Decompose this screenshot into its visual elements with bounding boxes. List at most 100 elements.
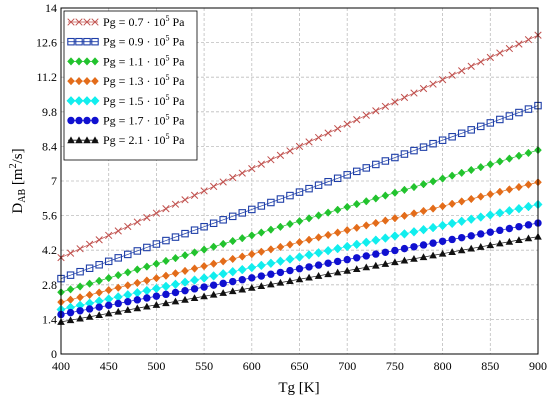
- data-point: [314, 211, 323, 220]
- data-point: [152, 209, 161, 217]
- data-point: [104, 285, 113, 295]
- x-tick-label: 600: [243, 359, 261, 373]
- series-pg-1-3: [57, 178, 542, 307]
- data-point: [391, 214, 399, 223]
- data-point: [343, 202, 352, 212]
- x-tick-label: 750: [386, 359, 404, 373]
- data-point: [324, 177, 332, 186]
- legend: Pg = 0.7 · 105 Pa Pg = 0.9 · 105 Pa Pg = 1…: [63, 10, 198, 161]
- data-point: [171, 269, 180, 278]
- y-tick-labels: 0 1.4 2.8 4.2 5.6 7 8.4 9.8 11.2 12.6 14: [36, 1, 57, 361]
- x-tick-label: 800: [434, 359, 452, 373]
- data-point: [276, 222, 285, 232]
- data-point: [429, 204, 437, 213]
- data-point: [95, 303, 103, 311]
- data-point: [67, 116, 75, 125]
- data-point: [124, 250, 132, 259]
- data-point: [238, 285, 247, 293]
- data-point: [209, 242, 218, 251]
- data-point: [467, 62, 475, 70]
- data-point: [199, 273, 209, 283]
- y-tick-label: 0: [51, 347, 57, 361]
- data-point: [123, 268, 132, 277]
- data-point: [400, 244, 409, 253]
- data-point: [218, 269, 228, 279]
- data-point: [66, 96, 76, 106]
- data-point: [219, 216, 227, 224]
- data-point: [467, 244, 476, 252]
- data-point: [486, 241, 495, 249]
- data-point: [410, 254, 418, 262]
- data-point: [447, 218, 457, 229]
- data-point: [305, 138, 313, 146]
- data-point: [190, 264, 199, 273]
- data-point: [524, 35, 533, 44]
- data-point: [352, 265, 361, 273]
- data-point: [410, 209, 418, 218]
- series-pg-2-1: [57, 232, 542, 325]
- data-point: [524, 234, 533, 242]
- data-point: [285, 254, 295, 264]
- data-point: [295, 216, 304, 226]
- data-point: [229, 173, 237, 182]
- data-point: [419, 143, 428, 151]
- data-point: [515, 151, 523, 160]
- data-point: [314, 233, 323, 242]
- data-point: [515, 236, 523, 244]
- data-point: [95, 261, 103, 269]
- data-point: [66, 271, 75, 279]
- data-point: [267, 225, 275, 234]
- data-point: [257, 160, 265, 168]
- data-point: [458, 67, 466, 75]
- data-point: [85, 312, 94, 320]
- data-point: [410, 243, 418, 251]
- data-point: [305, 235, 313, 244]
- data-point: [133, 304, 142, 312]
- data-point: [343, 266, 351, 274]
- data-point: [448, 248, 456, 255]
- data-point: [91, 116, 99, 125]
- data-point: [267, 156, 275, 164]
- legend-entry: Pg = 0.9 · 105 Pa: [67, 34, 185, 49]
- data-point: [66, 308, 75, 317]
- data-point: [400, 93, 409, 102]
- data-point: [400, 256, 409, 264]
- data-point: [362, 263, 371, 271]
- data-point: [295, 275, 304, 283]
- data-point: [419, 253, 428, 261]
- x-tick-labels: 400 450 500 550 600 650 700 750 800 850 900: [52, 359, 547, 373]
- x-tick-label: 450: [100, 359, 118, 373]
- data-point: [457, 233, 466, 242]
- data-point: [505, 44, 514, 53]
- legend-label: Pg = 1.3 · 105 Pa: [103, 73, 185, 88]
- data-point: [181, 266, 189, 276]
- data-point: [418, 224, 429, 235]
- data-point: [314, 248, 324, 258]
- x-tick-label: 650: [291, 359, 309, 373]
- data-point: [448, 133, 456, 141]
- data-point: [343, 255, 351, 264]
- data-point: [438, 76, 447, 84]
- data-point: [143, 276, 151, 285]
- plot-frame: [60, 7, 539, 355]
- data-point: [171, 233, 180, 241]
- data-point: [67, 18, 75, 26]
- data-point: [504, 206, 514, 216]
- data-point: [496, 239, 504, 247]
- data-point: [515, 40, 523, 48]
- data-point: [505, 112, 514, 120]
- data-point: [476, 243, 485, 250]
- data-point: [477, 122, 485, 131]
- data-point: [91, 76, 99, 86]
- data-point: [248, 274, 256, 282]
- data-point: [324, 208, 332, 217]
- data-point: [276, 242, 285, 252]
- data-point: [257, 228, 266, 237]
- data-point: [342, 241, 352, 252]
- data-point: [476, 192, 485, 201]
- data-point: [419, 206, 428, 216]
- data-point: [448, 71, 456, 79]
- data-point: [324, 129, 332, 137]
- data-point: [343, 226, 352, 235]
- data-point: [209, 259, 218, 268]
